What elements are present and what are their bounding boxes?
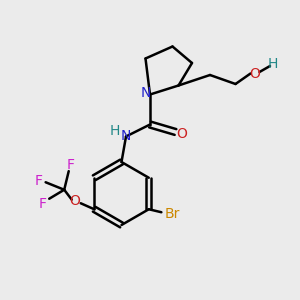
Text: O: O	[69, 194, 80, 208]
Text: N: N	[140, 86, 151, 100]
Text: F: F	[39, 197, 46, 211]
Text: H: H	[268, 58, 278, 71]
Text: Br: Br	[165, 207, 181, 221]
Text: O: O	[250, 67, 260, 80]
Text: F: F	[66, 158, 74, 172]
Text: N: N	[121, 130, 131, 143]
Text: O: O	[177, 127, 188, 140]
Text: F: F	[35, 174, 43, 188]
Text: H: H	[110, 124, 120, 138]
